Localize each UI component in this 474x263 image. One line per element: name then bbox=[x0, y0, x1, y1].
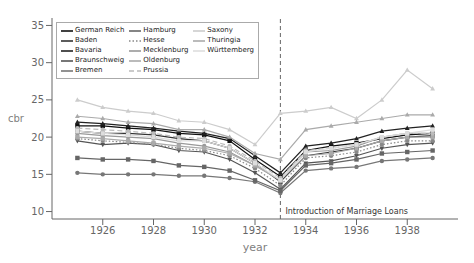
html-text:Bavaria: Bavaria bbox=[75, 46, 102, 54]
svg-text:1930: 1930 bbox=[192, 225, 217, 236]
svg-text:1938: 1938 bbox=[395, 225, 420, 236]
svg-text:year: year bbox=[243, 241, 268, 254]
svg-text:1928: 1928 bbox=[141, 225, 166, 236]
svg-text:1934: 1934 bbox=[293, 225, 318, 236]
svg-text:cbr: cbr bbox=[8, 113, 25, 124]
svg-text:25: 25 bbox=[31, 94, 44, 105]
html-text:Bremen: Bremen bbox=[75, 66, 103, 74]
svg-text:35: 35 bbox=[31, 20, 44, 31]
svg-text:30: 30 bbox=[31, 57, 44, 68]
svg-text:1936: 1936 bbox=[344, 225, 369, 236]
html-text:Thuringia: Thuringia bbox=[207, 36, 241, 44]
html-text:Mecklenburg: Mecklenburg bbox=[143, 46, 189, 54]
html-text:Braunschweig: Braunschweig bbox=[75, 56, 125, 64]
html-text:Hamburg: Hamburg bbox=[143, 26, 176, 34]
svg-text:1926: 1926 bbox=[90, 225, 115, 236]
svg-text:10: 10 bbox=[31, 206, 44, 217]
html-text:Saxony: Saxony bbox=[207, 26, 233, 34]
svg-text:Introduction of Marriage Loans: Introduction of Marriage Loans bbox=[285, 207, 408, 216]
html-text:German Reich: German Reich bbox=[75, 26, 125, 34]
svg-text:20: 20 bbox=[31, 132, 44, 143]
html-text:Hesse: Hesse bbox=[143, 36, 165, 44]
html-text:Württemberg: Württemberg bbox=[207, 46, 254, 54]
html-text:Baden: Baden bbox=[75, 36, 98, 44]
html-text:Prussia: Prussia bbox=[143, 66, 169, 74]
html-text:Oldenburg: Oldenburg bbox=[143, 56, 181, 64]
svg-text:1932: 1932 bbox=[242, 225, 267, 236]
svg-text:15: 15 bbox=[31, 169, 44, 180]
